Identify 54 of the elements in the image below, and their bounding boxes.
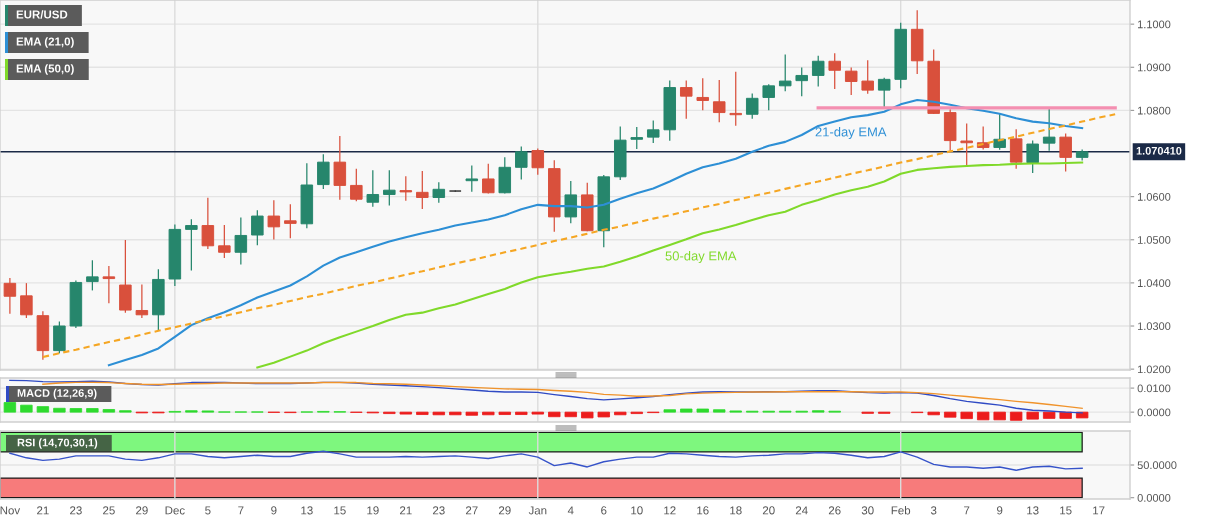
legend-label: EMA (50,0) [16,64,74,75]
legend-label: EMA (21,0) [16,37,74,48]
x-tick-label: 29 [498,506,511,515]
x-tick-label: 4 [567,506,574,515]
x-tick-label: 3 [930,506,937,515]
x-tick-label: 7 [964,506,970,515]
y-tick-label: 1.0800 [1138,106,1171,115]
y-tick-label: 1.0400 [1138,279,1171,287]
y-tick-label: 0.0000 [1137,494,1171,502]
x-tick-label: 24 [795,506,808,515]
legend-label: MACD (12,26,9) [17,388,97,400]
x-tick-label: 23 [70,506,82,515]
y-tick-label: 1.1000 [1138,20,1171,29]
x-tick-label: 16 [697,506,709,515]
x-tick-label: 25 [103,506,115,515]
x-tick-label: 21 [399,506,412,515]
x-tick-label: Dec [165,506,185,515]
x-tick-label: 13 [1027,506,1039,515]
x-tick-label: 13 [301,506,313,515]
y-tick-label: 1.0900 [1138,63,1171,72]
x-tick-label: Jan [528,506,547,515]
annotation: 50-day EMA [665,250,737,264]
y-tick-label: 1.0600 [1138,192,1171,201]
x-tick-label: 21 [37,506,49,515]
annotation: 21-day EMA [815,126,887,140]
text: RSI (14,70,30,1) [17,438,98,449]
x-tick-label: 17 [1093,506,1105,515]
y-tick-label: 50.0000 [1137,461,1177,470]
x-tick-label: 7 [238,506,244,515]
x-tick-label: 18 [730,506,742,515]
y-tick-label: 1.0300 [1138,322,1171,331]
y-tick-label: 0.0100 [1137,384,1171,393]
x-tick-label: 6 [601,506,607,515]
x-tick-label: 27 [465,506,478,515]
ref-line-label: 1.070410 [1136,146,1182,155]
y-tick-label: 1.0500 [1138,236,1171,244]
x-tick-label: 12 [664,506,676,515]
x-tick-label: 29 [136,506,148,515]
x-tick-label: 30 [861,506,874,515]
x-tick-label: 23 [432,506,445,515]
x-tick-label: 15 [334,506,346,515]
x-tick-label: 26 [828,506,841,515]
x-tick-label: 5 [205,506,211,515]
x-tick-label: 9 [271,506,277,515]
x-tick-label: 15 [1060,506,1072,515]
x-tick-label: 10 [631,506,643,515]
x-tick-label: 9 [997,506,1003,515]
y-tick-label: 0.0000 [1137,408,1171,417]
x-tick-label: Feb [891,506,911,515]
x-tick-label: 19 [367,506,379,515]
x-tick-label: Nov [0,506,21,515]
legend-label: EUR/USD [16,10,68,19]
y-tick-label: 1.0200 [1138,365,1171,374]
x-tick-label: 20 [762,506,775,515]
